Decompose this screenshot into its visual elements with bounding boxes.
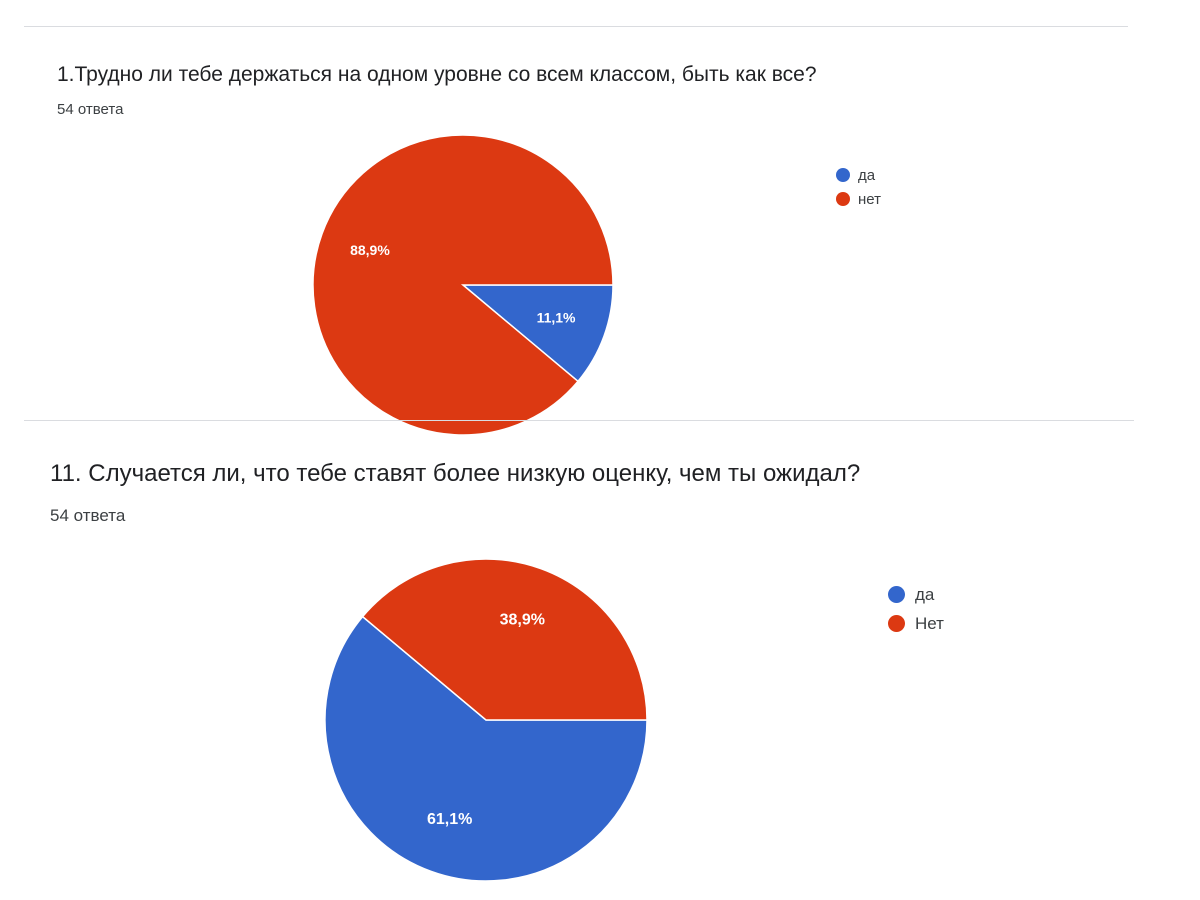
pie-slice-label-net: 38,9% [500, 611, 545, 628]
pie-slice-label-da: 61,1% [427, 811, 472, 828]
question-2-response-count: 54 ответа [50, 506, 126, 525]
question-1-pie-chart: 11,1% 88,9% [312, 134, 614, 436]
question-2-legend: да Нет [888, 580, 944, 638]
legend-label-net: Нет [915, 613, 944, 633]
pie-slice-label-net: 88,9% [350, 242, 390, 258]
question-2-title: 11. Случается ли, что тебе ставят более … [50, 460, 861, 487]
legend-item-da[interactable]: да [836, 163, 881, 187]
pie-slice-da[interactable] [460, 284, 614, 383]
pie-slice-label-da: 11,1% [537, 310, 576, 326]
legend-swatch-net [836, 192, 850, 206]
question-1-legend: да нет [836, 163, 881, 211]
legend-item-da[interactable]: да [888, 580, 944, 609]
question-2-pie-chart: 61,1% 38,9% [324, 558, 648, 882]
legend-swatch-net [888, 615, 905, 632]
top-divider [24, 26, 1128, 27]
legend-label-net: нет [858, 190, 881, 208]
legend-item-net[interactable]: Нет [888, 609, 944, 638]
legend-label-da: да [915, 584, 935, 604]
pie-slice-da[interactable] [324, 615, 648, 882]
question-1-response-count: 54 ответа [57, 101, 124, 118]
question-1-title: 1.Трудно ли тебе держаться на одном уров… [57, 63, 817, 86]
legend-item-net[interactable]: нет [836, 187, 881, 211]
legend-swatch-da [888, 586, 905, 603]
pie-slice-net[interactable] [312, 134, 614, 436]
legend-swatch-da [836, 168, 850, 182]
legend-label-da: да [858, 166, 876, 184]
pie-slice-net[interactable] [361, 558, 648, 721]
section-divider [24, 420, 1134, 421]
